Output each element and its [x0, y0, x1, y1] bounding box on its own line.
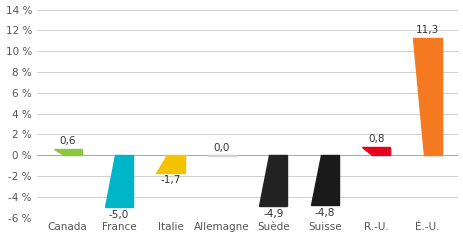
Text: -1,7: -1,7: [160, 175, 180, 185]
Text: 0,0: 0,0: [213, 143, 230, 153]
Text: -4,8: -4,8: [314, 208, 334, 218]
Text: -5,0: -5,0: [109, 210, 129, 220]
Polygon shape: [53, 149, 81, 155]
Polygon shape: [413, 38, 441, 155]
Polygon shape: [361, 147, 389, 155]
Polygon shape: [156, 155, 184, 173]
Text: 0,8: 0,8: [367, 134, 383, 144]
Polygon shape: [310, 155, 338, 205]
Text: 0,6: 0,6: [59, 136, 76, 146]
Polygon shape: [259, 155, 287, 206]
Polygon shape: [105, 155, 133, 207]
Text: -4,9: -4,9: [263, 209, 283, 219]
Text: 11,3: 11,3: [415, 25, 438, 35]
Bar: [207, 155, 236, 156]
